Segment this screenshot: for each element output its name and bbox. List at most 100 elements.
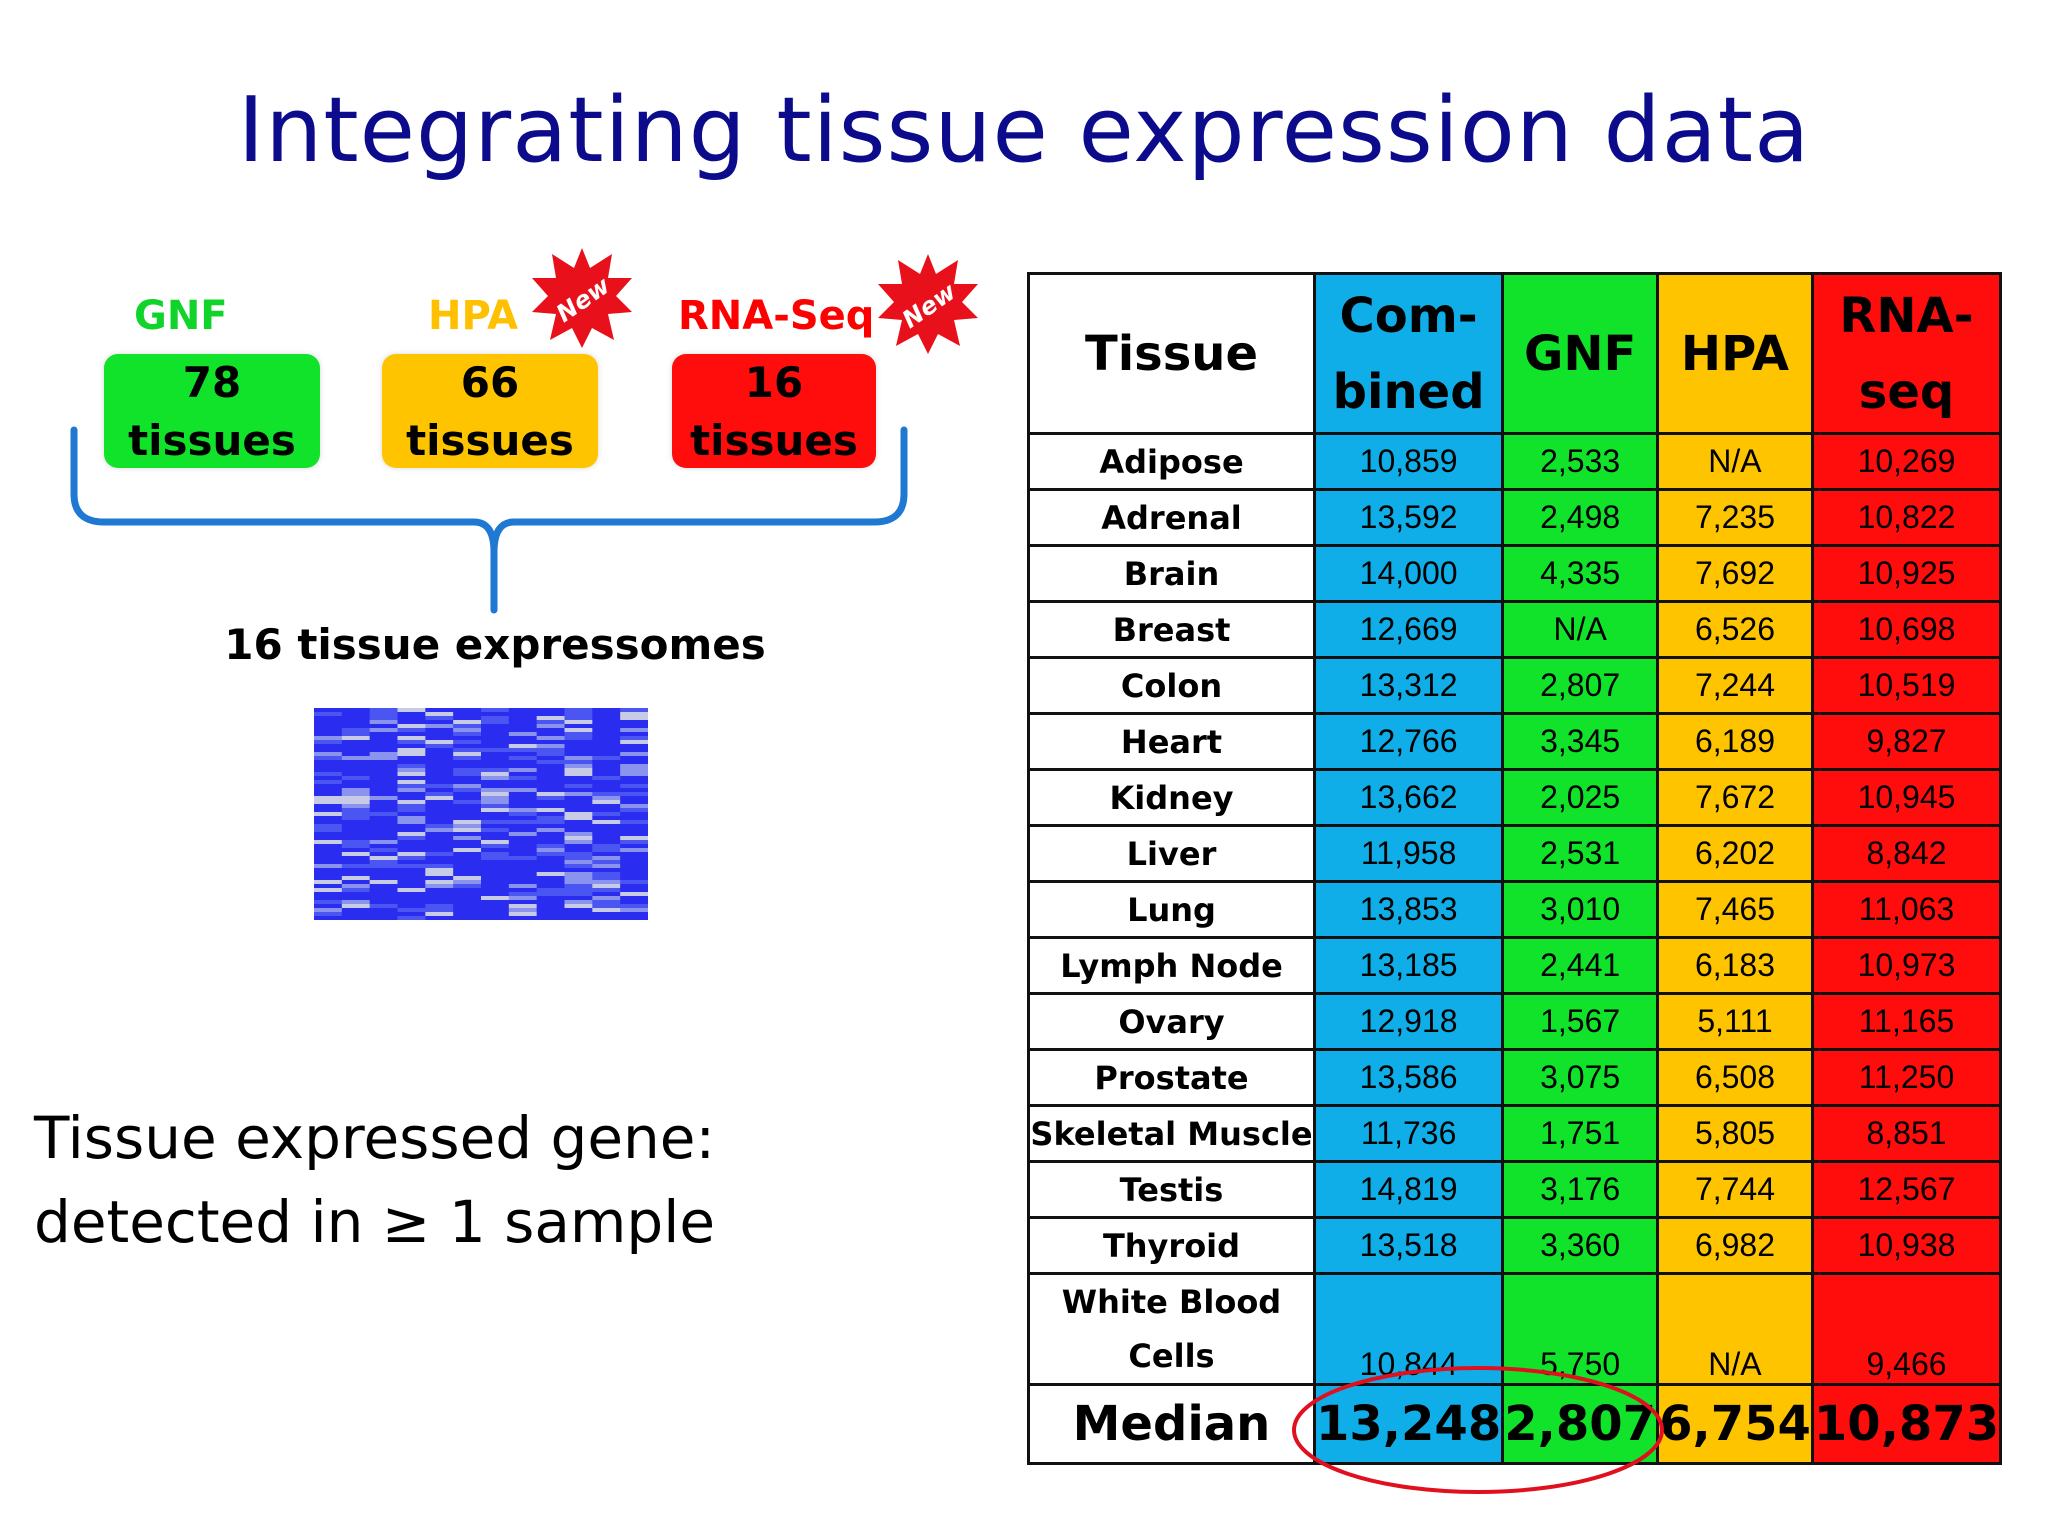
heatmap-cell: [564, 888, 593, 893]
heatmap-cell: [620, 900, 648, 905]
heatmap-cell: [481, 752, 510, 757]
hpa-cell: 6,508: [1656, 1048, 1814, 1107]
heatmap-cell: [341, 724, 371, 729]
heatmap-cell: [564, 840, 593, 845]
heatmap-cell: [508, 900, 538, 905]
table-row: Breast 12,669 N/A 6,526 10,698: [1027, 600, 2003, 659]
heatmap-cell: [592, 844, 621, 849]
heatmap-cell: [425, 784, 454, 789]
heatmap-cell: [481, 716, 510, 721]
heatmap-cell: [592, 744, 621, 749]
heatmap-cell: [369, 816, 398, 821]
heatmap-cell: [564, 812, 593, 817]
heatmap-cell: [425, 744, 454, 749]
heatmap-cell: [314, 812, 343, 817]
heatmap-cell: [536, 728, 565, 733]
heatmap-cell: [314, 892, 343, 897]
heatmap-cell: [536, 736, 565, 741]
heatmap-cell: [425, 728, 454, 733]
heatmap-cell: [425, 836, 454, 841]
heatmap-cell: [564, 720, 593, 725]
heatmap-cell: [536, 908, 565, 913]
heatmap-cell: [536, 912, 565, 917]
heatmap-cell: [536, 820, 565, 825]
heatmap-cell: [481, 772, 510, 777]
heatmap-cell: [369, 892, 398, 897]
heatmap-cell: [453, 712, 482, 717]
heatmap-cell: [564, 796, 593, 801]
heatmap-cell: [564, 768, 593, 773]
heatmap-cell: [369, 880, 398, 885]
tissue-line-1: White Blood: [1061, 1283, 1282, 1321]
heatmap-cell: [508, 764, 538, 769]
heatmap-cell: [397, 848, 426, 853]
heatmap-cell: [314, 780, 343, 785]
rnaseq-cell: 9,827: [1810, 712, 2003, 771]
rnaseq-source-label: RNA-Seq: [678, 293, 875, 339]
heatmap-cell: [369, 864, 398, 869]
heatmap-cell: [369, 860, 398, 865]
heatmap-cell: [453, 756, 482, 761]
heatmap-cell: [508, 724, 538, 729]
heatmap-cell: [536, 732, 565, 737]
heatmap-cell: [508, 796, 538, 801]
heatmap-cell: [425, 872, 454, 877]
expressomes-caption: 16 tissue expressomes: [224, 620, 766, 669]
new-badge-icon: New: [878, 254, 978, 354]
heatmap-cell: [564, 852, 593, 857]
heatmap-cell: [620, 768, 648, 773]
rnaseq-cell: 10,945: [1810, 768, 2003, 827]
heatmap-cell: [620, 804, 648, 809]
heatmap-cell: [341, 828, 371, 833]
heatmap-cell: [314, 724, 343, 729]
heatmap-cell: [397, 808, 426, 813]
heatmap-cell: [620, 840, 648, 845]
median-label: Median: [1027, 1383, 1316, 1465]
heatmap-cell: [536, 812, 565, 817]
heatmap-cell: [592, 792, 621, 797]
heatmap-cell: [425, 832, 454, 837]
heatmap-cell: [453, 860, 482, 865]
heatmap-cell: [397, 780, 426, 785]
heatmap-cell: [453, 816, 482, 821]
gnf-cell: 1,567: [1501, 992, 1660, 1051]
heatmap-cell: [425, 732, 454, 737]
heatmap-cell: [314, 832, 343, 837]
heatmap-cell: [397, 856, 426, 861]
heatmap-cell: [564, 740, 593, 745]
heatmap-cell: [341, 820, 371, 825]
heatmap-cell: [453, 788, 482, 793]
gnf-cell: 5,750: [1501, 1272, 1660, 1386]
heatmap-cell: [592, 776, 621, 781]
heatmap-cell: [397, 896, 426, 901]
heatmap-cell: [620, 776, 648, 781]
heatmap-cell: [453, 728, 482, 733]
heatmap-cell: [453, 776, 482, 781]
heatmap-cell: [453, 752, 482, 757]
heatmap-cell: [425, 736, 454, 741]
heatmap-cell: [592, 772, 621, 777]
heatmap-cell: [369, 832, 398, 837]
rnaseq-cell: 10,822: [1810, 488, 2003, 547]
heatmap-cell: [425, 860, 454, 865]
heatmap-cell: [425, 772, 454, 777]
median-rnaseq: 10,873: [1810, 1383, 2003, 1465]
heatmap-cell: [592, 904, 621, 909]
tissue-cell: Ovary: [1027, 992, 1316, 1051]
heatmap-cell: [592, 852, 621, 857]
heatmap-cell: [481, 856, 510, 861]
heatmap-cell: [620, 740, 648, 745]
heatmap-cell: [536, 864, 565, 869]
heatmap-cell: [592, 832, 621, 837]
heatmap-cell: [508, 784, 538, 789]
heatmap-cell: [369, 760, 398, 765]
table-row: Adipose 10,859 2,533 N/A 10,269: [1027, 432, 2003, 491]
heatmap-cell: [397, 728, 426, 733]
heatmap-cell: [341, 900, 371, 905]
heatmap-cell: [453, 876, 482, 881]
heatmap-cell: [620, 828, 648, 833]
gnf-cell: 3,075: [1501, 1048, 1660, 1107]
note-line-2: detected in ≥ 1 sample: [34, 1188, 716, 1256]
heatmap-cell: [397, 796, 426, 801]
heatmap-cell: [369, 764, 398, 769]
